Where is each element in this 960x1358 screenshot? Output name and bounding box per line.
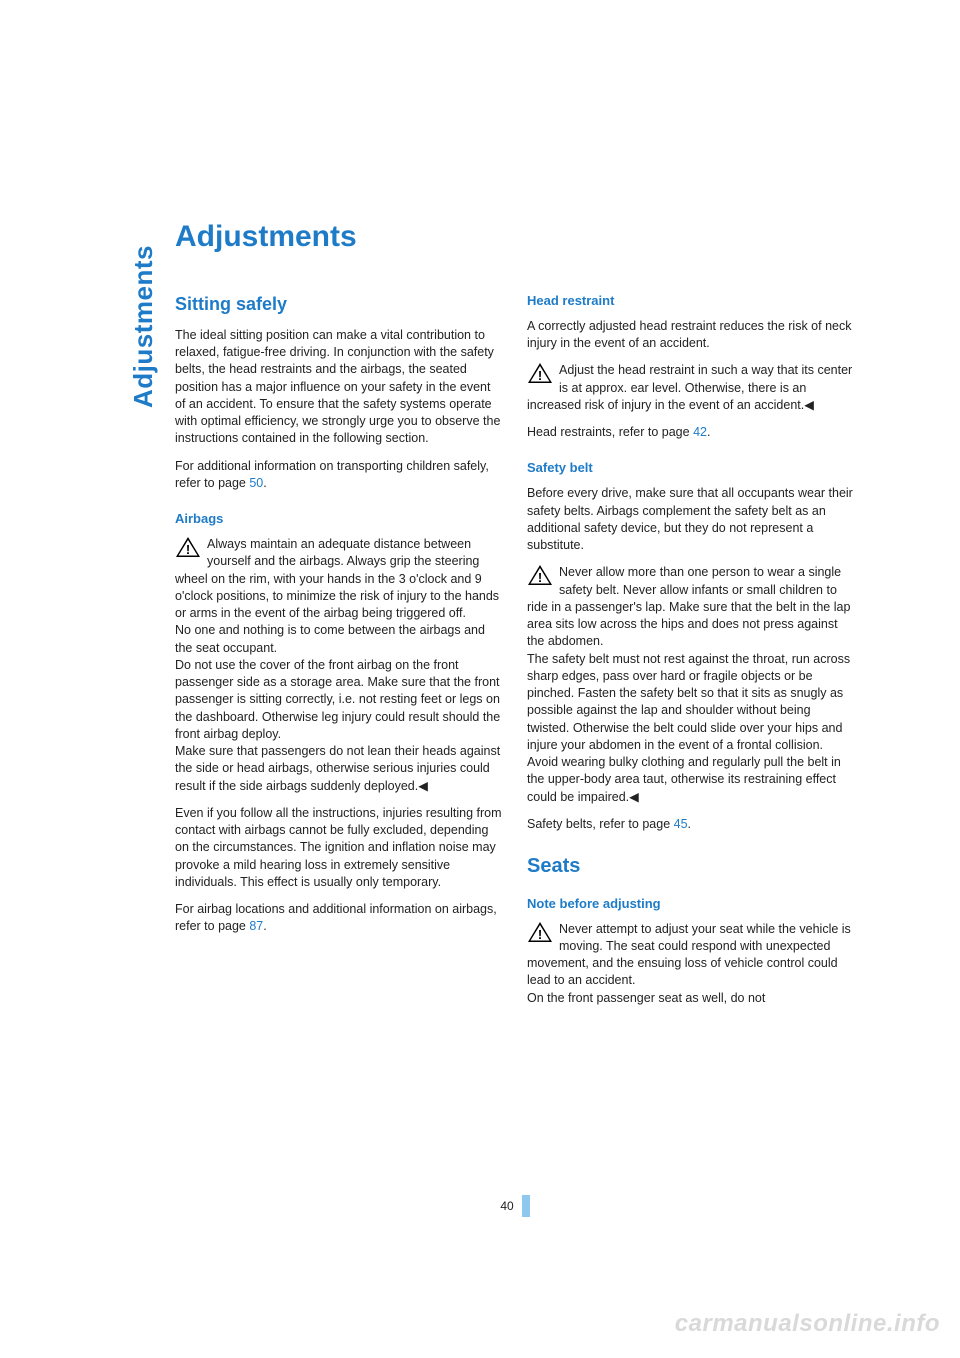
text-fragment: Safety belts, refer to page <box>527 817 674 831</box>
warning-paragraph: ! Adjust the head restraint in such a wa… <box>527 362 855 414</box>
body-text: Before every drive, make sure that all o… <box>527 485 855 554</box>
body-text: Avoid wearing bulky clothing and regular… <box>527 754 855 806</box>
warning-paragraph: ! Always maintain an adequate distance b… <box>175 536 503 622</box>
heading-sitting-safely: Sitting safely <box>175 292 503 317</box>
chapter-title: Adjustments <box>175 220 855 254</box>
warning-icon: ! <box>527 921 553 943</box>
side-chapter-title: Adjustments <box>128 245 159 408</box>
body-text: For airbag locations and additional info… <box>175 901 503 936</box>
watermark-text: carmanualsonline.info <box>675 1310 940 1338</box>
warning-paragraph: ! Never attempt to adjust your seat whil… <box>527 921 855 990</box>
text-fragment: . <box>263 919 266 933</box>
warning-icon: ! <box>527 362 553 384</box>
text-fragment: Never allow more than one person to wear… <box>527 565 850 648</box>
left-column: Sitting safely The ideal sitting positio… <box>175 292 503 1007</box>
page-reference-link[interactable]: 45 <box>674 817 688 831</box>
text-fragment: Adjust the head restraint in such a way … <box>527 363 852 412</box>
text-fragment: For airbag locations and additional info… <box>175 902 497 933</box>
two-column-layout: Sitting safely The ideal sitting positio… <box>175 292 855 1007</box>
warning-icon: ! <box>527 564 553 586</box>
page-footer: 40 <box>175 1195 855 1217</box>
warning-icon: ! <box>175 536 201 558</box>
body-text: For additional information on transporti… <box>175 458 503 493</box>
page-reference-link[interactable]: 50 <box>249 476 263 490</box>
svg-text:!: ! <box>186 542 190 557</box>
page-number: 40 <box>500 1199 513 1213</box>
svg-text:!: ! <box>538 368 542 383</box>
heading-head-restraint: Head restraint <box>527 292 855 310</box>
heading-safety-belt: Safety belt <box>527 459 855 477</box>
body-text: Make sure that passengers do not lean th… <box>175 743 503 795</box>
body-text: Safety belts, refer to page 45. <box>527 816 855 833</box>
text-fragment: . <box>707 425 710 439</box>
body-text: A correctly adjusted head restraint redu… <box>527 318 855 353</box>
heading-note-before-adjusting: Note before adjusting <box>527 895 855 913</box>
body-text: On the front passenger seat as well, do … <box>527 990 855 1007</box>
body-text: Do not use the cover of the front airbag… <box>175 657 503 743</box>
svg-text:!: ! <box>538 927 542 942</box>
body-text: The safety belt must not rest against th… <box>527 651 855 755</box>
text-fragment: Never attempt to adjust your seat while … <box>527 922 851 988</box>
page-reference-link[interactable]: 42 <box>693 425 707 439</box>
text-fragment: Always maintain an adequate distance bet… <box>175 537 499 620</box>
footer-accent-bar <box>522 1195 530 1217</box>
warning-paragraph: ! Never allow more than one person to we… <box>527 564 855 650</box>
text-fragment: Head restraints, refer to page <box>527 425 693 439</box>
body-text: The ideal sitting position can make a vi… <box>175 327 503 448</box>
text-fragment: . <box>688 817 691 831</box>
text-fragment: . <box>263 476 266 490</box>
body-text: No one and nothing is to come between th… <box>175 622 503 657</box>
body-text: Head restraints, refer to page 42. <box>527 424 855 441</box>
svg-text:!: ! <box>538 570 542 585</box>
page-reference-link[interactable]: 87 <box>249 919 263 933</box>
heading-seats: Seats <box>527 853 855 881</box>
page-content: Adjustments Sitting safely The ideal sit… <box>175 220 855 1007</box>
heading-airbags: Airbags <box>175 510 503 528</box>
text-fragment: For additional information on transporti… <box>175 459 489 490</box>
right-column: Head restraint A correctly adjusted head… <box>527 292 855 1007</box>
body-text: Even if you follow all the instructions,… <box>175 805 503 891</box>
